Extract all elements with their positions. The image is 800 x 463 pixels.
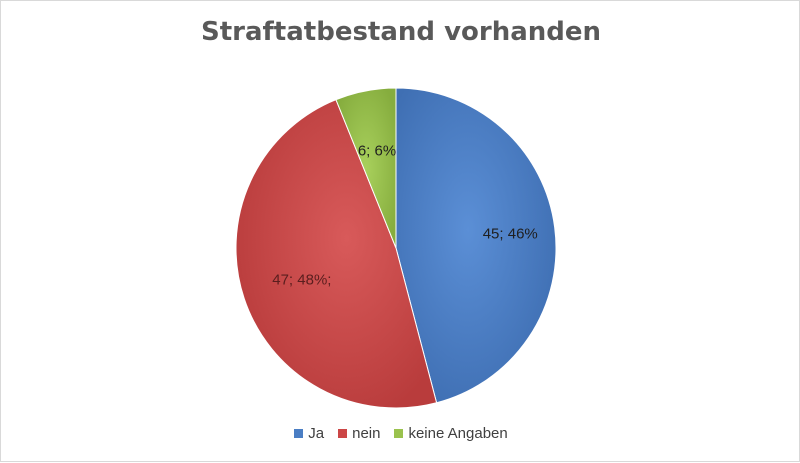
legend-item-0: Ja [294,425,324,442]
chart-legend: Ja nein keine Angaben [1,425,800,442]
legend-label-2: keine Angaben [408,425,508,442]
pie-slice-2 [335,87,397,249]
pie-slice-1 [235,99,438,409]
legend-label-0: Ja [308,425,325,442]
data-label-2: 6; 6% [358,143,396,160]
data-label-1: 47; 48%; [272,271,331,288]
legend-swatch-1 [338,429,348,438]
legend-swatch-2 [394,429,404,438]
legend-swatch-0 [294,429,304,438]
chart-title: Straftatbestand vorhanden [200,17,602,47]
legend-item-2: keine Angaben [394,425,508,442]
pie-slice-0 [395,87,557,404]
data-label-0: 45; 46% [483,225,538,242]
legend-item-1: nein [338,425,380,442]
legend-label-1: nein [352,425,381,442]
